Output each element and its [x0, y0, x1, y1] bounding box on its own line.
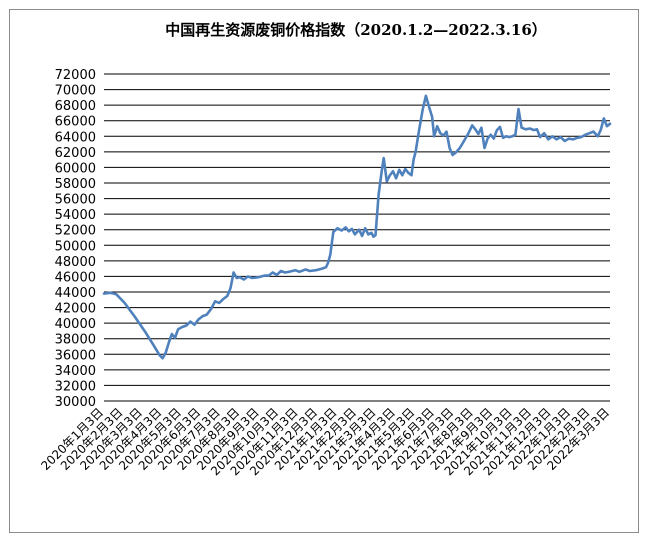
y-tick-label: 58000: [55, 177, 96, 192]
y-tick-label: 44000: [55, 286, 96, 301]
y-tick-label: 50000: [55, 239, 96, 254]
y-tick-label: 54000: [55, 208, 96, 223]
y-tick-label: 64000: [55, 130, 96, 145]
y-tick-label: 38000: [55, 333, 96, 348]
y-tick-label: 30000: [55, 395, 96, 410]
y-tick-label: 60000: [55, 161, 96, 176]
y-tick-label: 40000: [55, 317, 96, 332]
series-layer: [102, 94, 612, 360]
y-tick-label: 68000: [55, 99, 96, 114]
y-tick-label: 66000: [55, 115, 96, 130]
y-axis-tick-labels: 7200070000680006600064000620006000058000…: [55, 68, 96, 410]
y-tick-label: 36000: [55, 348, 96, 363]
chart-title: 中国再生资源废铜价格指数（2020.1.2—2022.3.16）: [165, 21, 547, 39]
y-tick-label: 34000: [55, 364, 96, 379]
y-tick-label: 72000: [55, 68, 96, 83]
y-tick-label: 70000: [55, 84, 96, 99]
series-line-0: [102, 94, 612, 360]
y-tick-label: 32000: [55, 379, 96, 394]
y-tick-label: 46000: [55, 270, 96, 285]
y-tick-label: 56000: [55, 193, 96, 208]
chart-frame: [9, 9, 639, 533]
y-tick-label: 62000: [55, 146, 96, 161]
x-axis-tick-labels: 2020年1月3日2020年2月3日2020年3月3日2020年4月3日2020…: [38, 405, 612, 478]
y-tick-label: 52000: [55, 224, 96, 239]
y-tick-label: 42000: [55, 302, 96, 317]
y-tick-label: 48000: [55, 255, 96, 270]
grid-lines: [104, 73, 610, 402]
